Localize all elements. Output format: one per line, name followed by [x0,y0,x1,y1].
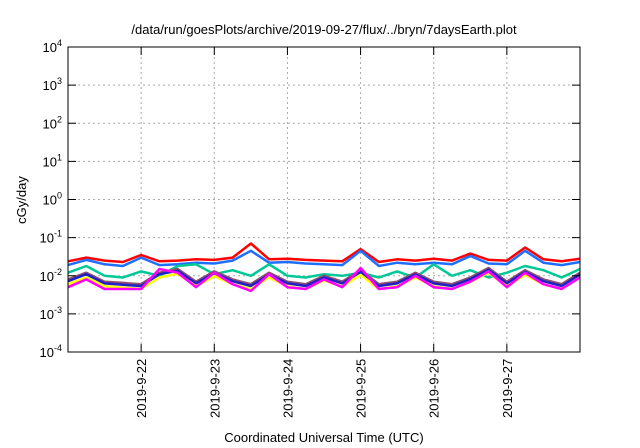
y-tick-label: 101 [43,152,62,169]
x-tick-label: 2019-9-22 [134,359,149,418]
y-tick-label: 10-1 [40,229,62,246]
y-tick-label: 10-4 [40,343,62,360]
y-tick-label: 104 [43,38,62,55]
series-lines [67,242,581,293]
y-tick-label: 100 [43,191,62,208]
x-tick-label: 2019-9-25 [354,359,369,418]
series-line-0 [67,242,581,264]
series-line-4 [67,268,581,288]
y-axis-label: cGy/day [14,176,29,224]
chart-title: /data/run/goesPlots/archive/2019-09-27/f… [131,22,517,37]
x-tick-label: 2019-9-24 [280,359,295,418]
grid [68,47,580,352]
x-tick-label: 2019-9-23 [207,359,222,418]
y-tick-label: 102 [43,114,62,131]
x-tick-label: 2019-9-26 [427,359,442,418]
y-axis: 10-4 10-3 10-2 10-1 100 101 102 103 104 [40,38,580,360]
series-line-1 [67,249,581,268]
y-tick-label: 10-2 [40,267,62,284]
x-tick-label: 2019-9-27 [500,359,515,418]
y-tick-label: 10-3 [40,305,62,322]
series-line-6 [67,266,581,293]
y-tick-label: 103 [43,76,62,93]
x-axis: 2019-9-22 2019-9-23 2019-9-24 2019-9-25 2019… [134,47,515,418]
x-axis-label: Coordinated Universal Time (UTC) [224,430,423,445]
